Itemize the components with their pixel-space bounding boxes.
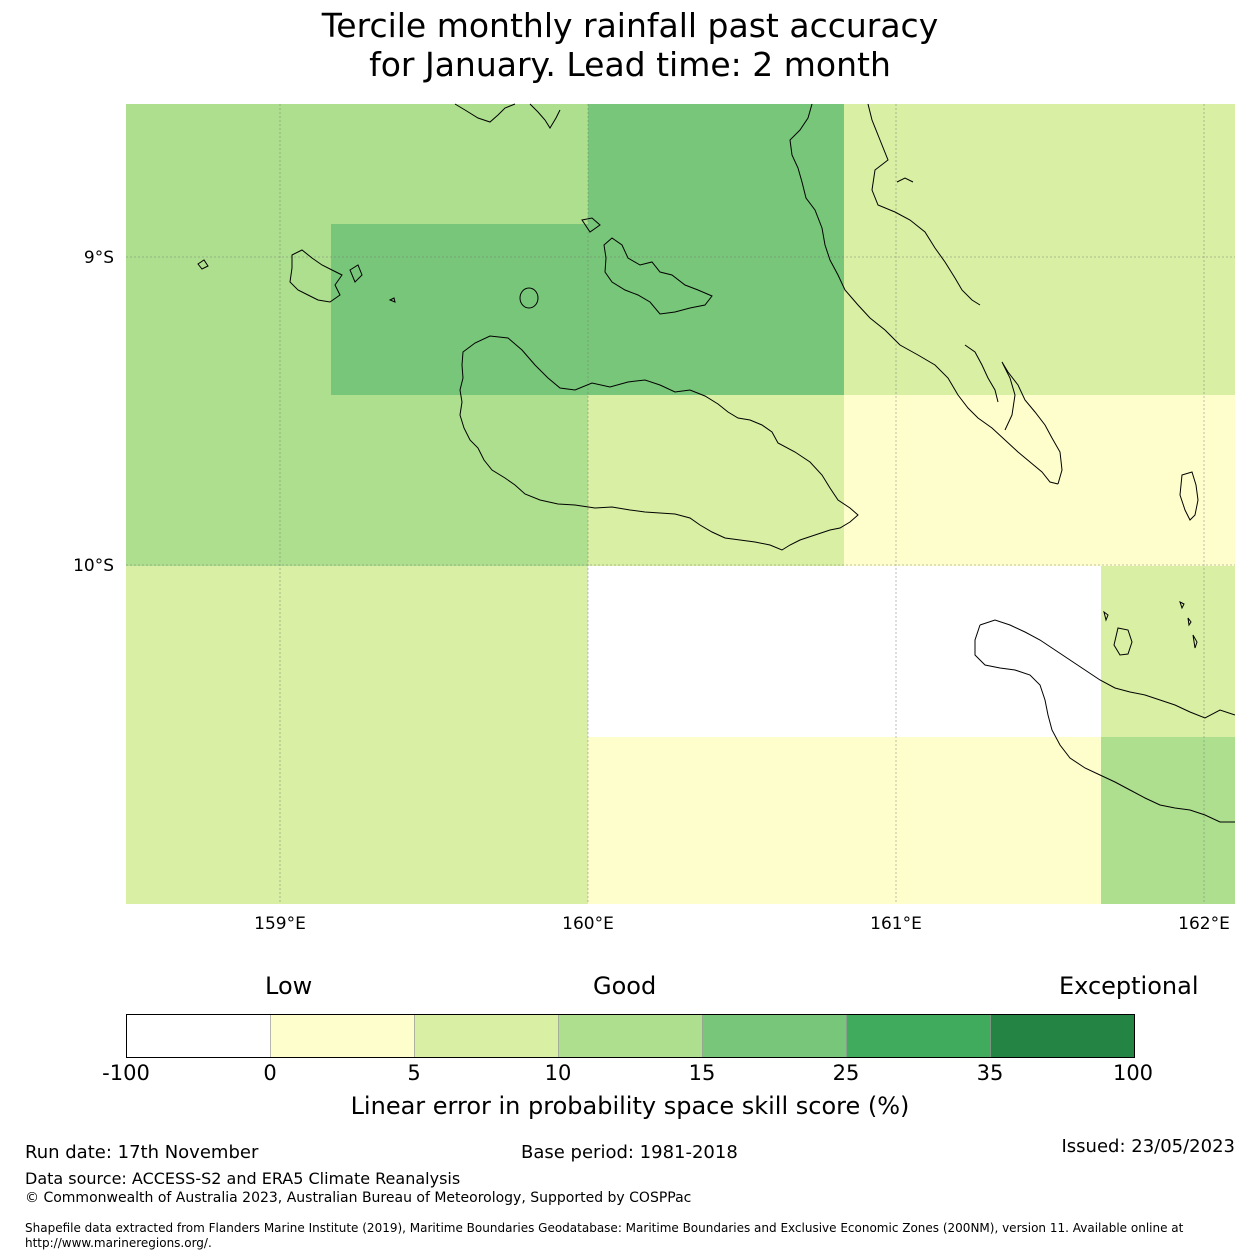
lon-label-160e: 160°E [562,914,614,934]
run-date: Run date: 17th November [25,1142,259,1163]
grid-cell [588,737,1101,904]
data-source: Data source: ACCESS-S2 and ERA5 Climate … [25,1169,461,1188]
colorbar-frame [126,1014,1135,1058]
lon-label-161e: 161°E [870,914,922,934]
copyright: © Commonwealth of Australia 2023, Austra… [25,1190,692,1206]
grid-cell [331,224,588,395]
colorbar-tick: 25 [832,1061,860,1085]
colorbar-swatch [414,1014,559,1058]
small-island [896,177,914,183]
base-period: Base period: 1981-2018 [521,1142,738,1163]
malaita-coast [789,103,1059,485]
colorbar-tick: 0 [263,1061,277,1085]
savo-island [519,287,539,309]
colorbar-tick: 10 [544,1061,572,1085]
coastlines [197,103,1236,823]
colorbar-tick: -100 [102,1061,150,1085]
grid-cell [1101,566,1235,737]
small-island [581,217,601,233]
small-island [1113,627,1133,656]
colorbar-good-label: Good [593,972,657,1000]
guadalcanal-coast [459,335,859,551]
russell-islands-coast [289,249,343,303]
grid-cell [844,104,1235,395]
colorbar-axis-label: Linear error in probability space skill … [350,1092,910,1120]
colorbar-swatch [990,1014,1135,1058]
small-island [1103,610,1109,622]
lat-label-10s: 10°S [73,556,114,576]
small-island [1192,634,1198,649]
issued-date: Issued: 23/05/2023 [1061,1136,1235,1157]
grid-cell [588,104,844,395]
colorbar-tick: 15 [688,1061,716,1085]
grid-cell [844,395,1235,566]
colorbar-swatch [270,1014,415,1058]
small-island [349,264,363,283]
makira-coast [979,619,1236,719]
skill-grid [126,104,1235,904]
lat-label-9s: 9°S [84,248,114,268]
title-line-2: for January. Lead time: 2 month [369,45,891,84]
colorbar-exceptional-label: Exceptional [1059,972,1199,1000]
lon-label-162e: 162°E [1178,914,1230,934]
grid-cell [588,395,844,566]
lon-label-159e: 159°E [254,914,306,934]
grid-cell [126,566,588,904]
colorbar-low-label: Low [265,972,313,1000]
grid-cell [588,566,1101,737]
malaita-coast [867,103,981,306]
colorbar-tick: 5 [407,1061,421,1085]
shapefile-credit-line-2: http://www.marineregions.org/. [25,1236,212,1250]
small-island [388,297,396,303]
colorbar-swatch [558,1014,703,1058]
small-island [964,344,999,403]
makira-coast [974,624,1235,823]
title-line-1: Tercile monthly rainfall past accuracy [321,6,939,45]
colorbar-swatch [702,1014,847,1058]
small-island [1179,601,1185,610]
small-island [1187,617,1192,627]
grid-cell [1101,737,1235,904]
malaita-coast [1001,361,1063,485]
florida-islands-coast [603,237,713,315]
colorbar [126,1014,1135,1058]
small-island [1179,471,1199,521]
small-island [454,103,516,123]
skill-map: 9°S 10°S 159°E 160°E 161°E 162°E [73,103,1236,934]
small-island [197,259,209,270]
shapefile-credit-line-1: Shapefile data extracted from Flanders M… [25,1221,1184,1235]
colorbar-swatch [846,1014,991,1058]
colorbar-tick: 35 [976,1061,1004,1085]
small-island [529,103,561,129]
colorbar-swatch [126,1014,271,1058]
colorbar-tick: 100 [1112,1061,1154,1085]
